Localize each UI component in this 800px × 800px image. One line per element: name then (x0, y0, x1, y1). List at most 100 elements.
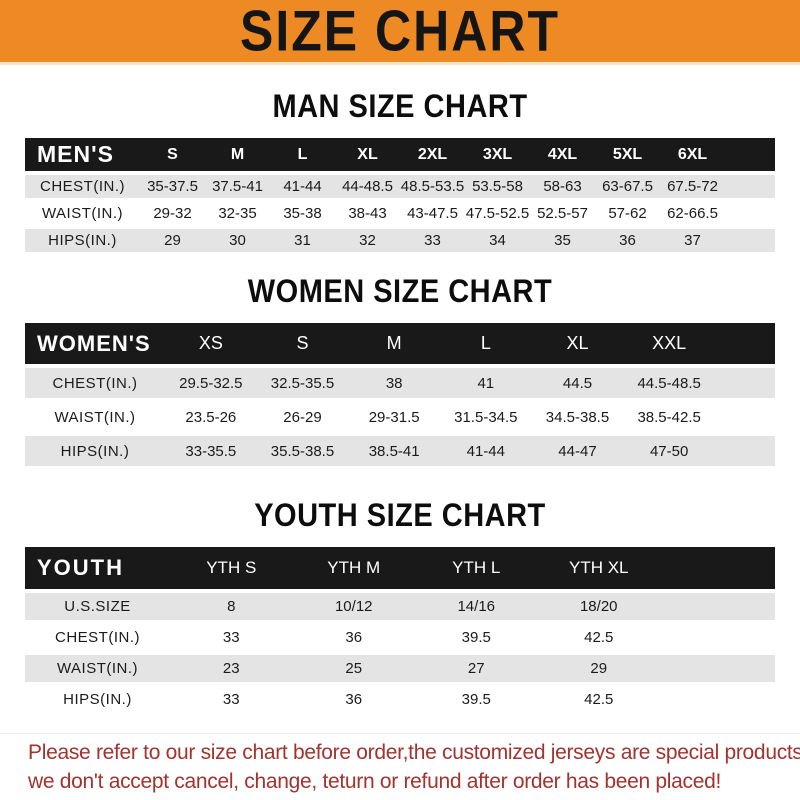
value-cell: 25 (345, 660, 363, 677)
value-cell: 35-37.5 (147, 178, 198, 195)
measurement-row: HIPS(IN.) 33 36 39.5 42.5 (25, 686, 775, 713)
size-column-header: M (386, 333, 402, 353)
size-column-header: S (296, 333, 309, 353)
value-cell: 23 (222, 660, 240, 677)
value-cell: 67.5-72 (667, 178, 718, 195)
order-note-line1: Please refer to our size chart before or… (28, 741, 800, 764)
measurement-row: U.S.SIZE 8 10/12 14/16 18/20 (25, 593, 775, 620)
order-note-line2: we don't accept cancel, change, teturn o… (28, 770, 722, 793)
table-header-row: MEN'S S M L XL 2XL 3XL 4XL 5XL 6XL (25, 138, 775, 171)
value-cell: 29-32 (153, 205, 192, 222)
value-cell: 44-48.5 (342, 178, 393, 195)
measurement-row: HIPS(IN.) 33-35.5 35.5-38.5 38.5-41 41-44 44-… (25, 436, 775, 466)
value-cell: 29 (164, 232, 181, 249)
value-cell: 23.5-26 (185, 408, 237, 426)
value-cell: 35 (554, 232, 571, 249)
value-cell: 33 (424, 232, 441, 249)
value-cell: 57-62 (608, 205, 647, 222)
value-cell: 29.5-32.5 (179, 374, 243, 392)
measurement-row: HIPS(IN.) 29 30 31 32 33 34 35 36 37 (25, 229, 775, 252)
value-cell: 53.5-58 (472, 178, 523, 195)
value-cell: 18/20 (579, 598, 618, 615)
value-cell: 43-47.5 (407, 205, 458, 222)
value-cell: 63-67.5 (602, 178, 653, 195)
row-label: HIPS(IN.) (60, 442, 130, 460)
measurement-row: WAIST(IN.) 23 25 27 29 (25, 655, 775, 682)
banner: SIZE CHART (0, 0, 800, 65)
value-cell: 33 (222, 691, 240, 708)
order-note: Please refer to our size chart before or… (0, 733, 800, 800)
value-cell: 44-47 (558, 442, 597, 460)
value-cell: 10/12 (334, 598, 373, 615)
row-label: HIPS(IN.) (48, 232, 117, 249)
value-cell: 42.5 (584, 629, 614, 646)
value-cell: 33-35.5 (185, 442, 237, 460)
page-title: SIZE CHART (240, 0, 560, 64)
value-cell: 29-31.5 (368, 408, 420, 426)
value-cell: 44.5-48.5 (637, 374, 701, 392)
row-label: CHEST(IN.) (55, 629, 140, 646)
youth-size-table: YOUTH YTH S YTH M YTH L YTH XL U.S.SIZE 8 10/12… (25, 547, 775, 713)
value-cell: 41 (477, 374, 495, 392)
women-size-chart-heading: WOMEN SIZE CHART (247, 274, 553, 310)
table-header-label: MEN'S (37, 141, 114, 167)
value-cell: 36 (619, 232, 636, 249)
value-cell: 42.5 (584, 691, 614, 708)
value-cell: 26-29 (283, 408, 322, 426)
value-cell: 38.5-42.5 (637, 408, 701, 426)
table-header-label: YOUTH (37, 555, 124, 580)
youth-size-chart-heading: YOUTH SIZE CHART (254, 498, 546, 534)
value-cell: 27 (467, 660, 485, 677)
size-column-header: 2XL (417, 145, 448, 163)
row-label: WAIST(IN.) (54, 408, 136, 426)
value-cell: 38.5-41 (368, 442, 420, 460)
size-column-header: YTH XL (568, 558, 629, 577)
value-cell: 41-44 (466, 442, 505, 460)
measurement-row: WAIST(IN.) 29-32 32-35 35-38 38-43 43-47.5 47.… (25, 202, 775, 225)
size-column-header: YTH M (327, 558, 381, 577)
value-cell: 35.5-38.5 (270, 442, 335, 460)
value-cell: 47.5-52.5 (465, 205, 530, 222)
value-cell: 62-66.5 (667, 205, 718, 222)
value-cell: 31.5-34.5 (454, 408, 518, 426)
value-cell: 35-38 (283, 205, 322, 222)
size-column-header: S (167, 145, 178, 163)
measurement-row: CHEST(IN.) 33 36 39.5 42.5 (25, 624, 775, 651)
row-label: CHEST(IN.) (52, 374, 138, 392)
size-column-header: 4XL (547, 145, 578, 163)
value-cell: 34.5-38.5 (545, 408, 610, 426)
value-cell: 29 (590, 660, 608, 677)
size-column-header: L (297, 145, 308, 163)
value-cell: 58-63 (543, 178, 582, 195)
value-cell: 38 (385, 374, 403, 392)
size-column-header: L (480, 333, 491, 353)
size-column-header: YTH L (452, 558, 501, 577)
value-cell: 52.5-57 (537, 205, 588, 222)
row-label: WAIST(IN.) (41, 205, 124, 222)
size-column-header: XL (566, 333, 589, 353)
size-column-header: 3XL (482, 145, 513, 163)
row-label: WAIST(IN.) (56, 660, 139, 677)
value-cell: 14/16 (457, 598, 496, 615)
size-column-header: 5XL (612, 145, 643, 163)
size-column-header: M (230, 145, 245, 163)
value-cell: 31 (294, 232, 311, 249)
value-cell: 33 (222, 629, 240, 646)
value-cell: 39.5 (461, 629, 491, 646)
men-size-table: MEN'S S M L XL 2XL 3XL 4XL 5XL 6XL CHEST(IN.) 35-37… (25, 138, 775, 252)
row-label: U.S.SIZE (64, 598, 131, 615)
value-cell: 8 (227, 598, 236, 615)
value-cell: 48.5-53.5 (400, 178, 465, 195)
size-column-header: XXL (652, 333, 687, 353)
value-cell: 32 (359, 232, 376, 249)
value-cell: 39.5 (461, 691, 491, 708)
row-label: HIPS(IN.) (63, 691, 132, 708)
value-cell: 38-43 (348, 205, 387, 222)
size-column-header: XS (198, 333, 223, 353)
measurement-row: CHEST(IN.) 29.5-32.5 32.5-35.5 38 41 44.5 44.5… (25, 368, 775, 398)
table-header-row: WOMEN'S XS S M L XL XXL (25, 323, 775, 364)
women-size-table: WOMEN'S XS S M L XL XXL CHEST(IN.) 29.5-32.5 32.5… (25, 323, 775, 466)
value-cell: 32-35 (218, 205, 257, 222)
value-cell: 37.5-41 (212, 178, 263, 195)
value-cell: 30 (229, 232, 246, 249)
